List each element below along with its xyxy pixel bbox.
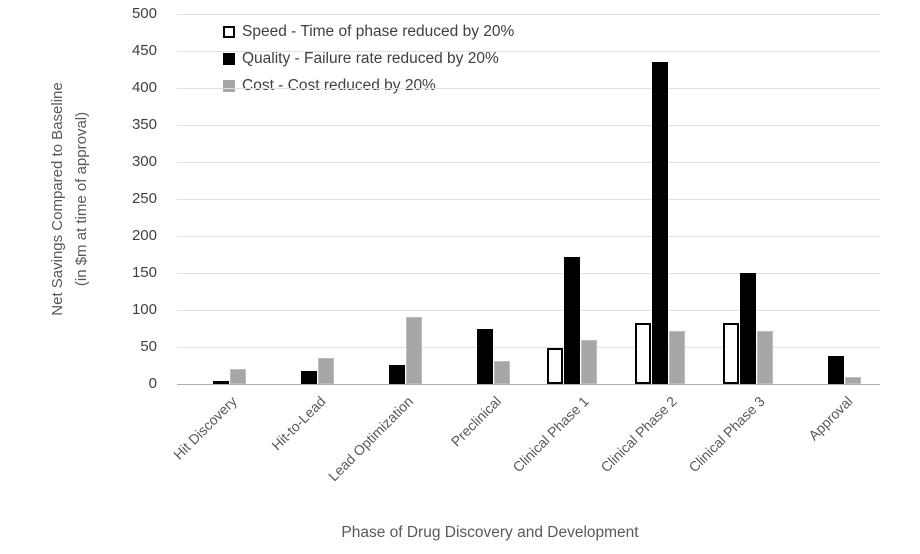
x-axis-line (177, 383, 880, 385)
bar-cost (493, 361, 510, 384)
bar-quality (212, 381, 229, 384)
legend-item-speed: Speed - Time of phase reduced by 20% (223, 23, 514, 41)
bar-cost (669, 331, 686, 384)
y-tick-label: 200 (131, 227, 157, 244)
legend-label-speed: Speed - Time of phase reduced by 20% (242, 23, 515, 40)
y-tick-label: 50 (140, 338, 157, 355)
y-tick-label: 150 (131, 264, 157, 281)
bar-speed (635, 323, 652, 384)
y-tick-label: 250 (131, 190, 157, 207)
category-label-text: Clinical Phase 1 (509, 393, 592, 476)
plot-area: Speed - Time of phase reduced by 20% Qual… (132, 5, 880, 484)
legend-label-quality: Quality - Failure rate reduced by 20% (242, 50, 499, 67)
y-tick-label: 350 (131, 116, 157, 133)
bar-cost (405, 317, 422, 384)
bar-quality (828, 356, 845, 384)
category-label-text: Clinical Phase 2 (597, 393, 680, 476)
y-axis-title-line2: (in $m at time of approval) (73, 111, 90, 287)
bar-cost (757, 331, 774, 384)
category-label-text: Hit Discovery (170, 393, 241, 463)
y-axis-title-line1: Net Savings Compared to Baseline (49, 82, 66, 316)
y-tick-label: 400 (131, 79, 157, 96)
bar-quality (740, 273, 757, 384)
gridline (177, 272, 880, 274)
gridline (177, 50, 880, 52)
legend-marker-quality-icon (223, 53, 235, 65)
bar-cost (581, 340, 598, 384)
category-label-text: Clinical Phase 3 (685, 393, 768, 476)
category-label-text: Hit-to-Lead (267, 393, 329, 454)
y-tick-label: 450 (131, 42, 157, 59)
y-tick-label: 500 (131, 5, 157, 22)
category-label-text: Approval (804, 393, 856, 444)
category-label-text: Lead Optimization (324, 393, 417, 485)
bar-speed (723, 323, 740, 384)
bar-cost (845, 377, 862, 384)
gridline (177, 161, 880, 163)
gridline (177, 309, 880, 311)
bar-speed (547, 348, 564, 384)
bar-group-lead-optimization (371, 14, 423, 384)
y-tick-label: 100 (131, 301, 157, 318)
gridline (177, 13, 880, 15)
y-axis-title: Net Savings Compared to Baseline (in $m … (46, 82, 94, 315)
legend-marker-cost-icon (223, 80, 235, 92)
gridline (177, 235, 880, 237)
bar-group-hit-discovery (195, 14, 247, 384)
legend-item-quality: Quality - Failure rate reduced by 20% (223, 50, 514, 68)
bar-quality (564, 257, 581, 384)
bar-group-clinical-phase-2 (634, 14, 686, 384)
bar-group-clinical-phase-1 (546, 14, 598, 384)
legend-item-cost: Cost - Cost reduced by 20% (223, 77, 514, 95)
gridline (177, 87, 880, 89)
bar-quality (388, 365, 405, 384)
bar-group-clinical-phase-3 (722, 14, 774, 384)
bar-group-approval (810, 14, 862, 384)
gridline (177, 346, 880, 348)
bar-quality (476, 329, 493, 384)
bar-quality (652, 62, 669, 384)
bar-cost (317, 358, 334, 384)
bar-group-hit-to-lead (283, 14, 335, 384)
bar-cost (229, 369, 246, 384)
gridline (177, 198, 880, 200)
y-tick-label: 0 (148, 375, 157, 392)
x-axis-title: Phase of Drug Discovery and Development (341, 524, 639, 541)
legend: Speed - Time of phase reduced by 20% Qual… (223, 23, 514, 95)
bar-quality (300, 371, 317, 384)
y-tick-label: 300 (131, 153, 157, 170)
category-label-text: Preclinical (447, 393, 504, 450)
bar-group-preclinical (459, 14, 511, 384)
legend-marker-speed-icon (223, 26, 235, 38)
legend-label-cost: Cost - Cost reduced by 20% (242, 77, 436, 94)
gridline (177, 124, 880, 126)
